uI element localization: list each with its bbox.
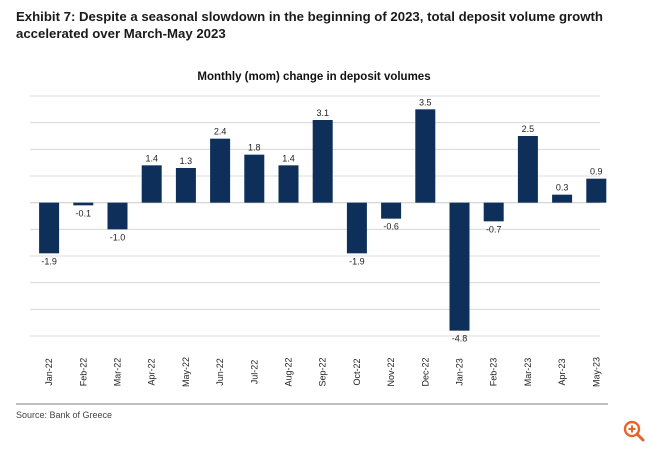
bar-Jul-22 bbox=[244, 154, 265, 203]
data-label-Nov-22: -0.6 bbox=[383, 222, 399, 232]
bar-Feb-23 bbox=[483, 202, 504, 222]
x-tick-Jul-22: Jul-22 bbox=[249, 360, 259, 385]
bar-Jan-22 bbox=[39, 202, 60, 254]
bar-Sep-22 bbox=[312, 120, 333, 203]
bar-Nov-22 bbox=[381, 202, 402, 219]
x-tick-Mar-23: Mar-23 bbox=[523, 358, 533, 387]
x-tick-Mar-22: Mar-22 bbox=[113, 358, 123, 387]
data-label-Jan-22: -1.9 bbox=[41, 256, 57, 266]
x-tick-Aug-22: Aug-22 bbox=[284, 357, 294, 386]
x-tick-Jun-22: Jun-22 bbox=[215, 358, 225, 386]
data-label-Oct-22: -1.9 bbox=[349, 256, 365, 266]
data-label-Sep-22: 3.1 bbox=[316, 108, 329, 118]
bar-May-23 bbox=[586, 178, 607, 203]
x-tick-May-22: May-22 bbox=[181, 357, 191, 387]
data-label-May-22: 1.3 bbox=[180, 156, 193, 166]
data-label-Apr-23: 0.3 bbox=[556, 183, 569, 193]
zoom-in-icon[interactable] bbox=[622, 419, 646, 443]
x-tick-Apr-23: Apr-23 bbox=[557, 358, 567, 385]
data-labels: -1.9 -0.1 -1.0 1.4 1.3 2.4 1.8 1.4 3.1 -1.9 -0.6 3.… bbox=[41, 97, 602, 343]
bar-Apr-23 bbox=[552, 194, 573, 203]
gridlines bbox=[16, 95, 608, 405]
bar-Jun-22 bbox=[210, 138, 231, 203]
data-label-Jan-23: -4.8 bbox=[452, 334, 468, 344]
bar-Dec-22 bbox=[415, 109, 436, 203]
bars bbox=[39, 109, 607, 331]
x-tick-Oct-22: Oct-22 bbox=[352, 358, 362, 385]
bar-Mar-22 bbox=[107, 202, 128, 230]
x-tick-Sep-22: Sep-22 bbox=[318, 357, 328, 386]
data-label-Jul-22: 1.8 bbox=[248, 143, 261, 153]
x-tick-Dec-22: Dec-22 bbox=[420, 357, 430, 386]
source-note: Source: Bank of Greece bbox=[16, 410, 113, 420]
data-label-Mar-23: 2.5 bbox=[522, 124, 535, 134]
bar-Apr-22 bbox=[141, 165, 162, 203]
bar-Oct-22 bbox=[346, 202, 367, 254]
exhibit-title: Exhibit 7: Despite a seasonal slowdown i… bbox=[16, 9, 603, 41]
data-label-Feb-22: -0.1 bbox=[76, 208, 92, 218]
x-tick-Feb-22: Feb-22 bbox=[78, 358, 88, 387]
chart-title: Monthly (mom) change in deposit volumes bbox=[197, 71, 430, 83]
bar-Aug-22 bbox=[278, 165, 299, 203]
x-tick-labels: Jan-22 Feb-22 Mar-22 Apr-22 May-22 Jun-22 Jul-… bbox=[44, 357, 601, 387]
data-label-Mar-22: -1.0 bbox=[110, 232, 126, 242]
data-label-Feb-23: -0.7 bbox=[486, 224, 502, 234]
data-label-Dec-22: 3.5 bbox=[419, 97, 432, 107]
data-label-Apr-22: 1.4 bbox=[145, 153, 158, 163]
data-label-Jun-22: 2.4 bbox=[214, 127, 227, 137]
x-tick-Apr-22: Apr-22 bbox=[147, 358, 157, 385]
x-tick-Feb-23: Feb-23 bbox=[489, 358, 499, 387]
data-label-May-23: 0.9 bbox=[590, 167, 603, 177]
x-tick-Jan-23: Jan-23 bbox=[455, 358, 465, 386]
x-tick-Nov-22: Nov-22 bbox=[386, 357, 396, 386]
bar-May-22 bbox=[175, 168, 196, 203]
x-tick-Jan-22: Jan-22 bbox=[44, 358, 54, 386]
bar-Mar-23 bbox=[517, 136, 538, 203]
bar-Jan-23 bbox=[449, 202, 470, 331]
x-tick-May-23: May-23 bbox=[591, 357, 601, 387]
bar-Feb-22 bbox=[73, 202, 94, 206]
data-label-Aug-22: 1.4 bbox=[282, 153, 295, 163]
